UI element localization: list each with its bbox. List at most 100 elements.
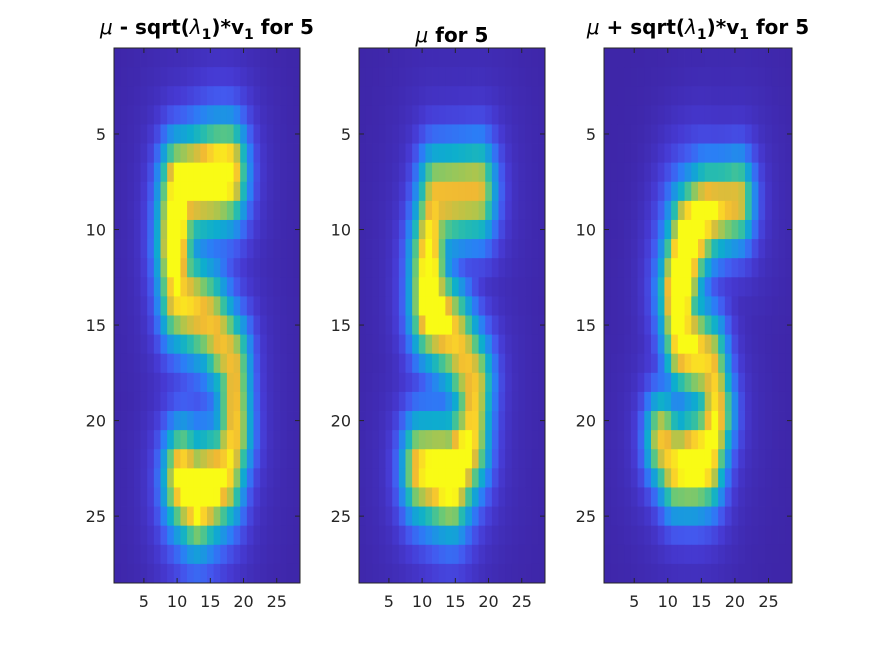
heatmap-cell xyxy=(698,334,706,355)
heatmap-cell xyxy=(751,315,759,336)
heatmap-cell xyxy=(698,544,706,565)
heatmap-cell xyxy=(711,563,719,584)
title-part: )*v xyxy=(211,15,244,39)
heatmap-cell xyxy=(604,48,612,68)
heatmap-cell xyxy=(498,105,506,125)
heatmap-cell xyxy=(724,296,732,316)
heatmap-cell xyxy=(246,430,254,450)
heatmap-cell xyxy=(226,162,234,183)
heatmap-cell xyxy=(751,487,759,507)
heatmap-cell xyxy=(207,353,215,374)
heatmap-cell xyxy=(445,353,453,374)
heatmap-cell xyxy=(785,48,793,68)
heatmap-cell xyxy=(220,430,228,450)
heatmap-cell xyxy=(711,372,719,393)
heatmap-cell xyxy=(147,86,155,106)
heatmap-cell xyxy=(738,277,746,297)
heatmap-cell xyxy=(233,162,241,183)
heatmap-cell xyxy=(671,258,679,278)
heatmap-cell xyxy=(392,353,400,374)
heatmap-cell xyxy=(120,468,128,488)
heatmap-cell xyxy=(637,258,645,278)
heatmap-cell xyxy=(127,239,135,259)
heatmap-cell xyxy=(651,430,659,450)
heatmap-cell xyxy=(511,391,519,412)
heatmap-cell xyxy=(160,487,168,507)
heatmap-cell xyxy=(718,487,726,507)
heatmap-cell xyxy=(180,391,188,412)
heatmap-cell xyxy=(671,391,679,412)
heatmap-cell xyxy=(173,219,181,240)
heatmap-cell xyxy=(485,124,493,144)
heatmap-cell xyxy=(412,86,420,106)
heatmap-cell xyxy=(153,468,161,488)
heatmap-cell xyxy=(671,181,679,202)
heatmap-cell xyxy=(651,296,659,316)
heatmap-cell xyxy=(280,487,288,507)
heatmap-cell xyxy=(187,334,195,355)
heatmap-cell xyxy=(286,430,294,450)
heatmap-cell xyxy=(731,162,739,183)
heatmap-cell xyxy=(147,258,155,278)
heatmap-cell xyxy=(412,277,420,297)
heatmap-cell xyxy=(610,430,618,450)
heatmap-cell xyxy=(738,315,746,336)
heatmap-cell xyxy=(724,334,732,355)
heatmap-cell xyxy=(140,258,148,278)
heatmap-cell xyxy=(630,258,638,278)
heatmap-cell xyxy=(630,143,638,164)
heatmap-cell xyxy=(160,449,168,469)
heatmap-cell xyxy=(445,105,453,125)
heatmap-cell xyxy=(624,162,632,183)
heatmap-cell xyxy=(246,449,254,469)
heatmap-cell xyxy=(771,239,779,259)
heatmap-cell xyxy=(273,124,281,144)
heatmap-cell xyxy=(691,563,699,584)
heatmap-cell xyxy=(167,525,175,546)
heatmap-cell xyxy=(610,143,618,164)
heatmap-cell xyxy=(153,219,161,240)
heatmap-cell xyxy=(193,162,201,183)
heatmap-cell xyxy=(724,124,732,144)
heatmap-cell xyxy=(392,258,400,278)
heatmap-cell xyxy=(478,181,486,202)
heatmap-cell xyxy=(751,124,759,144)
heatmap-cell xyxy=(452,296,460,316)
heatmap-cell xyxy=(465,430,473,450)
heatmap-cell xyxy=(432,86,440,106)
heatmap-cell xyxy=(412,334,420,355)
heatmap-cell xyxy=(286,468,294,488)
heatmap-cell xyxy=(624,86,632,106)
heatmap-cell xyxy=(200,143,208,164)
heatmap-cell xyxy=(286,162,294,183)
heatmap-cell xyxy=(213,506,221,527)
heatmap-cell xyxy=(412,67,420,87)
heatmap-cell xyxy=(458,239,466,259)
heatmap-cell xyxy=(114,563,122,584)
heatmap-cell xyxy=(280,506,288,527)
heatmap-cell xyxy=(153,105,161,125)
heatmap-cell xyxy=(378,143,386,164)
heatmap-cell xyxy=(226,334,234,355)
y-tick-label: 15 xyxy=(576,316,596,335)
heatmap-cell xyxy=(432,544,440,565)
heatmap-cell xyxy=(226,181,234,202)
heatmap-cell xyxy=(412,258,420,278)
heatmap-cell xyxy=(624,544,632,565)
heatmap-cell xyxy=(657,563,665,584)
heatmap-cell xyxy=(765,48,773,68)
heatmap-cell xyxy=(718,124,726,144)
heatmap-cell xyxy=(153,239,161,259)
heatmap-cell xyxy=(240,162,248,183)
heatmap-cell xyxy=(684,277,692,297)
heatmap-cell xyxy=(630,487,638,507)
heatmap-cell xyxy=(359,258,367,278)
heatmap-cell xyxy=(704,258,712,278)
heatmap-cell xyxy=(731,449,739,469)
heatmap-cell xyxy=(233,86,241,106)
heatmap-cell xyxy=(260,105,268,125)
heatmap-cell xyxy=(240,334,248,355)
heatmap-cell xyxy=(133,258,141,278)
heatmap-cell xyxy=(677,239,685,259)
heatmap-cell xyxy=(127,277,135,297)
